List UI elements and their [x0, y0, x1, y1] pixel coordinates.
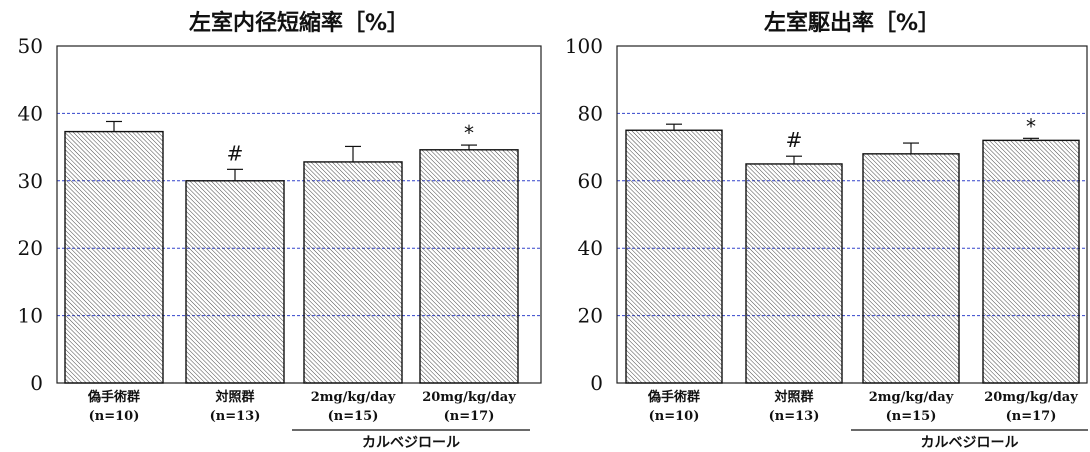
y-tick-label: 40 [18, 101, 43, 125]
category-label: 2mg/kg/day [311, 390, 396, 405]
bar [862, 153, 960, 384]
category-n-label: (n=15) [886, 409, 937, 424]
group-label: カルベジロール [921, 435, 1019, 451]
category-label: 対照群 [773, 389, 813, 405]
significance-mark: # [786, 128, 803, 152]
category-n-label: (n=15) [328, 409, 379, 424]
category-label: 20mg/kg/day [984, 390, 1078, 405]
bar [185, 180, 285, 384]
y-tick-label: 0 [30, 371, 43, 395]
category-label: 対照群 [214, 389, 254, 405]
category-label: 2mg/kg/day [869, 390, 954, 405]
y-tick-label: 10 [18, 304, 43, 328]
bar [64, 130, 164, 384]
category-label: 偽手術群 [647, 389, 700, 405]
category-n-label: (n=10) [649, 409, 700, 424]
bar [303, 161, 403, 384]
y-tick-label: 30 [18, 169, 43, 193]
chart-title: 左室駆出率［%］ [764, 10, 940, 36]
category-n-label: (n=13) [210, 409, 261, 424]
category-n-label: (n=17) [444, 409, 495, 424]
bar [745, 163, 843, 384]
category-n-label: (n=13) [769, 409, 820, 424]
y-tick-label: 20 [18, 236, 43, 260]
chart-1: 左室内径短縮率［%］ 0 10 20 30 40 50 偽手術群 (n=10) # 対照群 (n=13… [18, 10, 542, 451]
category-label: 偽手術群 [87, 389, 140, 405]
y-tick-label: 20 [578, 304, 603, 328]
significance-mark: * [1026, 114, 1036, 138]
significance-mark: * [464, 121, 474, 145]
bar [419, 149, 519, 384]
plot-frame [616, 45, 1088, 384]
bar [982, 139, 1080, 384]
y-tick-label: 80 [578, 101, 603, 125]
bar [625, 129, 723, 384]
category-label: 20mg/kg/day [422, 390, 516, 405]
chart-title: 左室内径短縮率［%］ [189, 10, 409, 36]
plot-frame [56, 45, 542, 384]
y-tick-label: 50 [18, 34, 43, 58]
y-tick-label: 60 [578, 169, 603, 193]
category-n-label: (n=17) [1006, 409, 1057, 424]
category-n-label: (n=10) [89, 409, 140, 424]
y-tick-label: 0 [590, 371, 603, 395]
group-label: カルベジロール [362, 435, 460, 451]
y-tick-label: 40 [578, 236, 603, 260]
y-tick-label: 100 [565, 34, 603, 58]
chart-2: 左室駆出率［%］ 0 20 40 60 80 100 偽手術群 (n=10) # 対照群 (n=13)… [565, 10, 1088, 451]
significance-mark: # [227, 141, 244, 165]
